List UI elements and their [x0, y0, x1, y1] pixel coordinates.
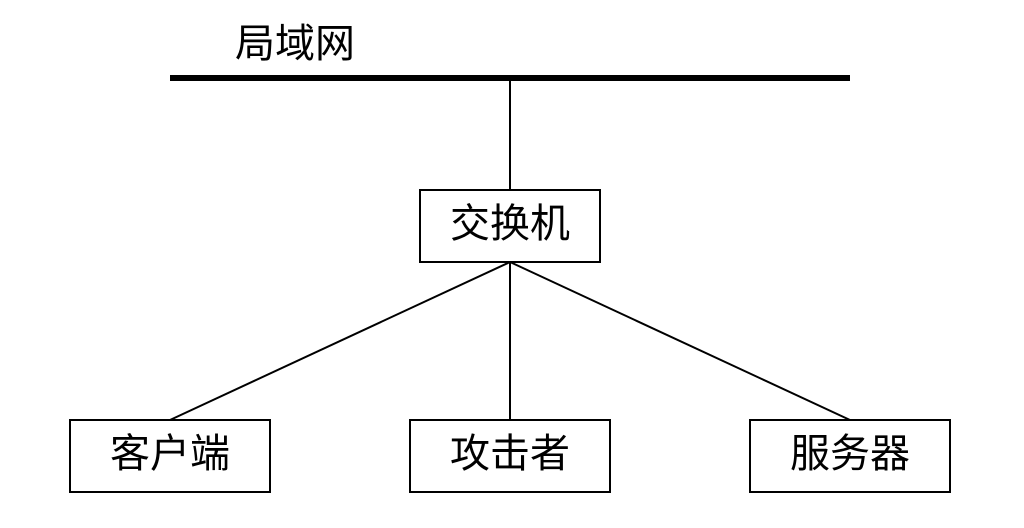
- node-label-client: 客户端: [110, 431, 230, 476]
- node-label-switch: 交换机: [450, 201, 570, 246]
- node-server: 服务器: [750, 420, 950, 492]
- node-client: 客户端: [70, 420, 270, 492]
- node-label-server: 服务器: [790, 431, 910, 476]
- node-attacker: 攻击者: [410, 420, 610, 492]
- node-label-attacker: 攻击者: [450, 431, 570, 476]
- network-topology-diagram: 局域网 交换机客户端 攻击者 服务器: [0, 0, 1024, 528]
- edge: [510, 262, 850, 420]
- diagram-title: 局域网: [235, 21, 355, 66]
- edge: [170, 262, 510, 420]
- node-switch: 交换机: [420, 190, 600, 262]
